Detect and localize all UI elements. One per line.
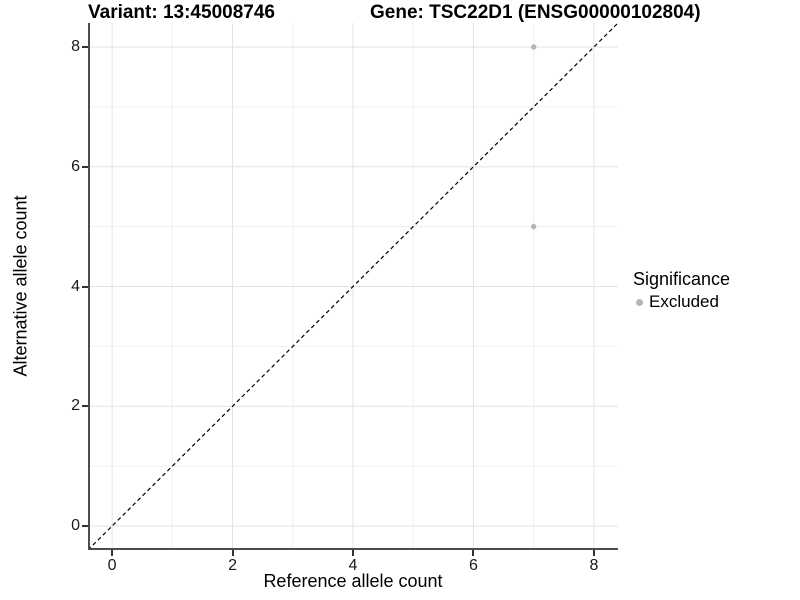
y-tick-label: 4: [71, 277, 80, 295]
variant-title: Variant: 13:45008746: [88, 2, 275, 23]
x-tick-label: 8: [589, 557, 599, 574]
gene-title: Gene: TSC22D1 (ENSG00000102804): [370, 2, 701, 23]
x-tick-mark: [472, 550, 475, 556]
excluded-point-icon: [636, 298, 643, 306]
x-tick-mark: [231, 550, 234, 556]
plot-panel: [88, 23, 618, 550]
x-axis-title: Reference allele count: [263, 571, 443, 591]
x-tick-mark: [592, 550, 595, 556]
y-tick-label: 6: [71, 157, 80, 175]
y-tick-label: 2: [71, 397, 80, 415]
x-tick-label: 0: [107, 557, 117, 574]
x-tick-mark: [111, 550, 114, 556]
data-point: [530, 44, 537, 50]
y-tick-mark: [82, 525, 88, 528]
plot-canvas: [88, 23, 618, 550]
y-tick-mark: [82, 45, 88, 48]
legend: Significance Excluded: [633, 268, 730, 312]
y-tick-label: 8: [71, 37, 80, 55]
legend-item-excluded: Excluded: [633, 292, 730, 312]
y-tick-label: 0: [71, 517, 80, 535]
identity-dashed-line: [88, 23, 618, 550]
y-tick-mark: [82, 405, 88, 408]
data-point: [530, 223, 537, 230]
x-tick-mark: [352, 550, 354, 556]
y-tick-mark: [82, 165, 88, 168]
y-tick-mark: [82, 285, 88, 288]
x-tick-label: 6: [469, 557, 478, 574]
x-tick-label: 4: [348, 557, 358, 574]
legend-title: Significance: [633, 269, 731, 289]
y-axis-title: Alternative allele count: [10, 195, 31, 377]
x-tick-label: 2: [228, 557, 237, 574]
legend-item-label: Excluded: [649, 292, 719, 311]
